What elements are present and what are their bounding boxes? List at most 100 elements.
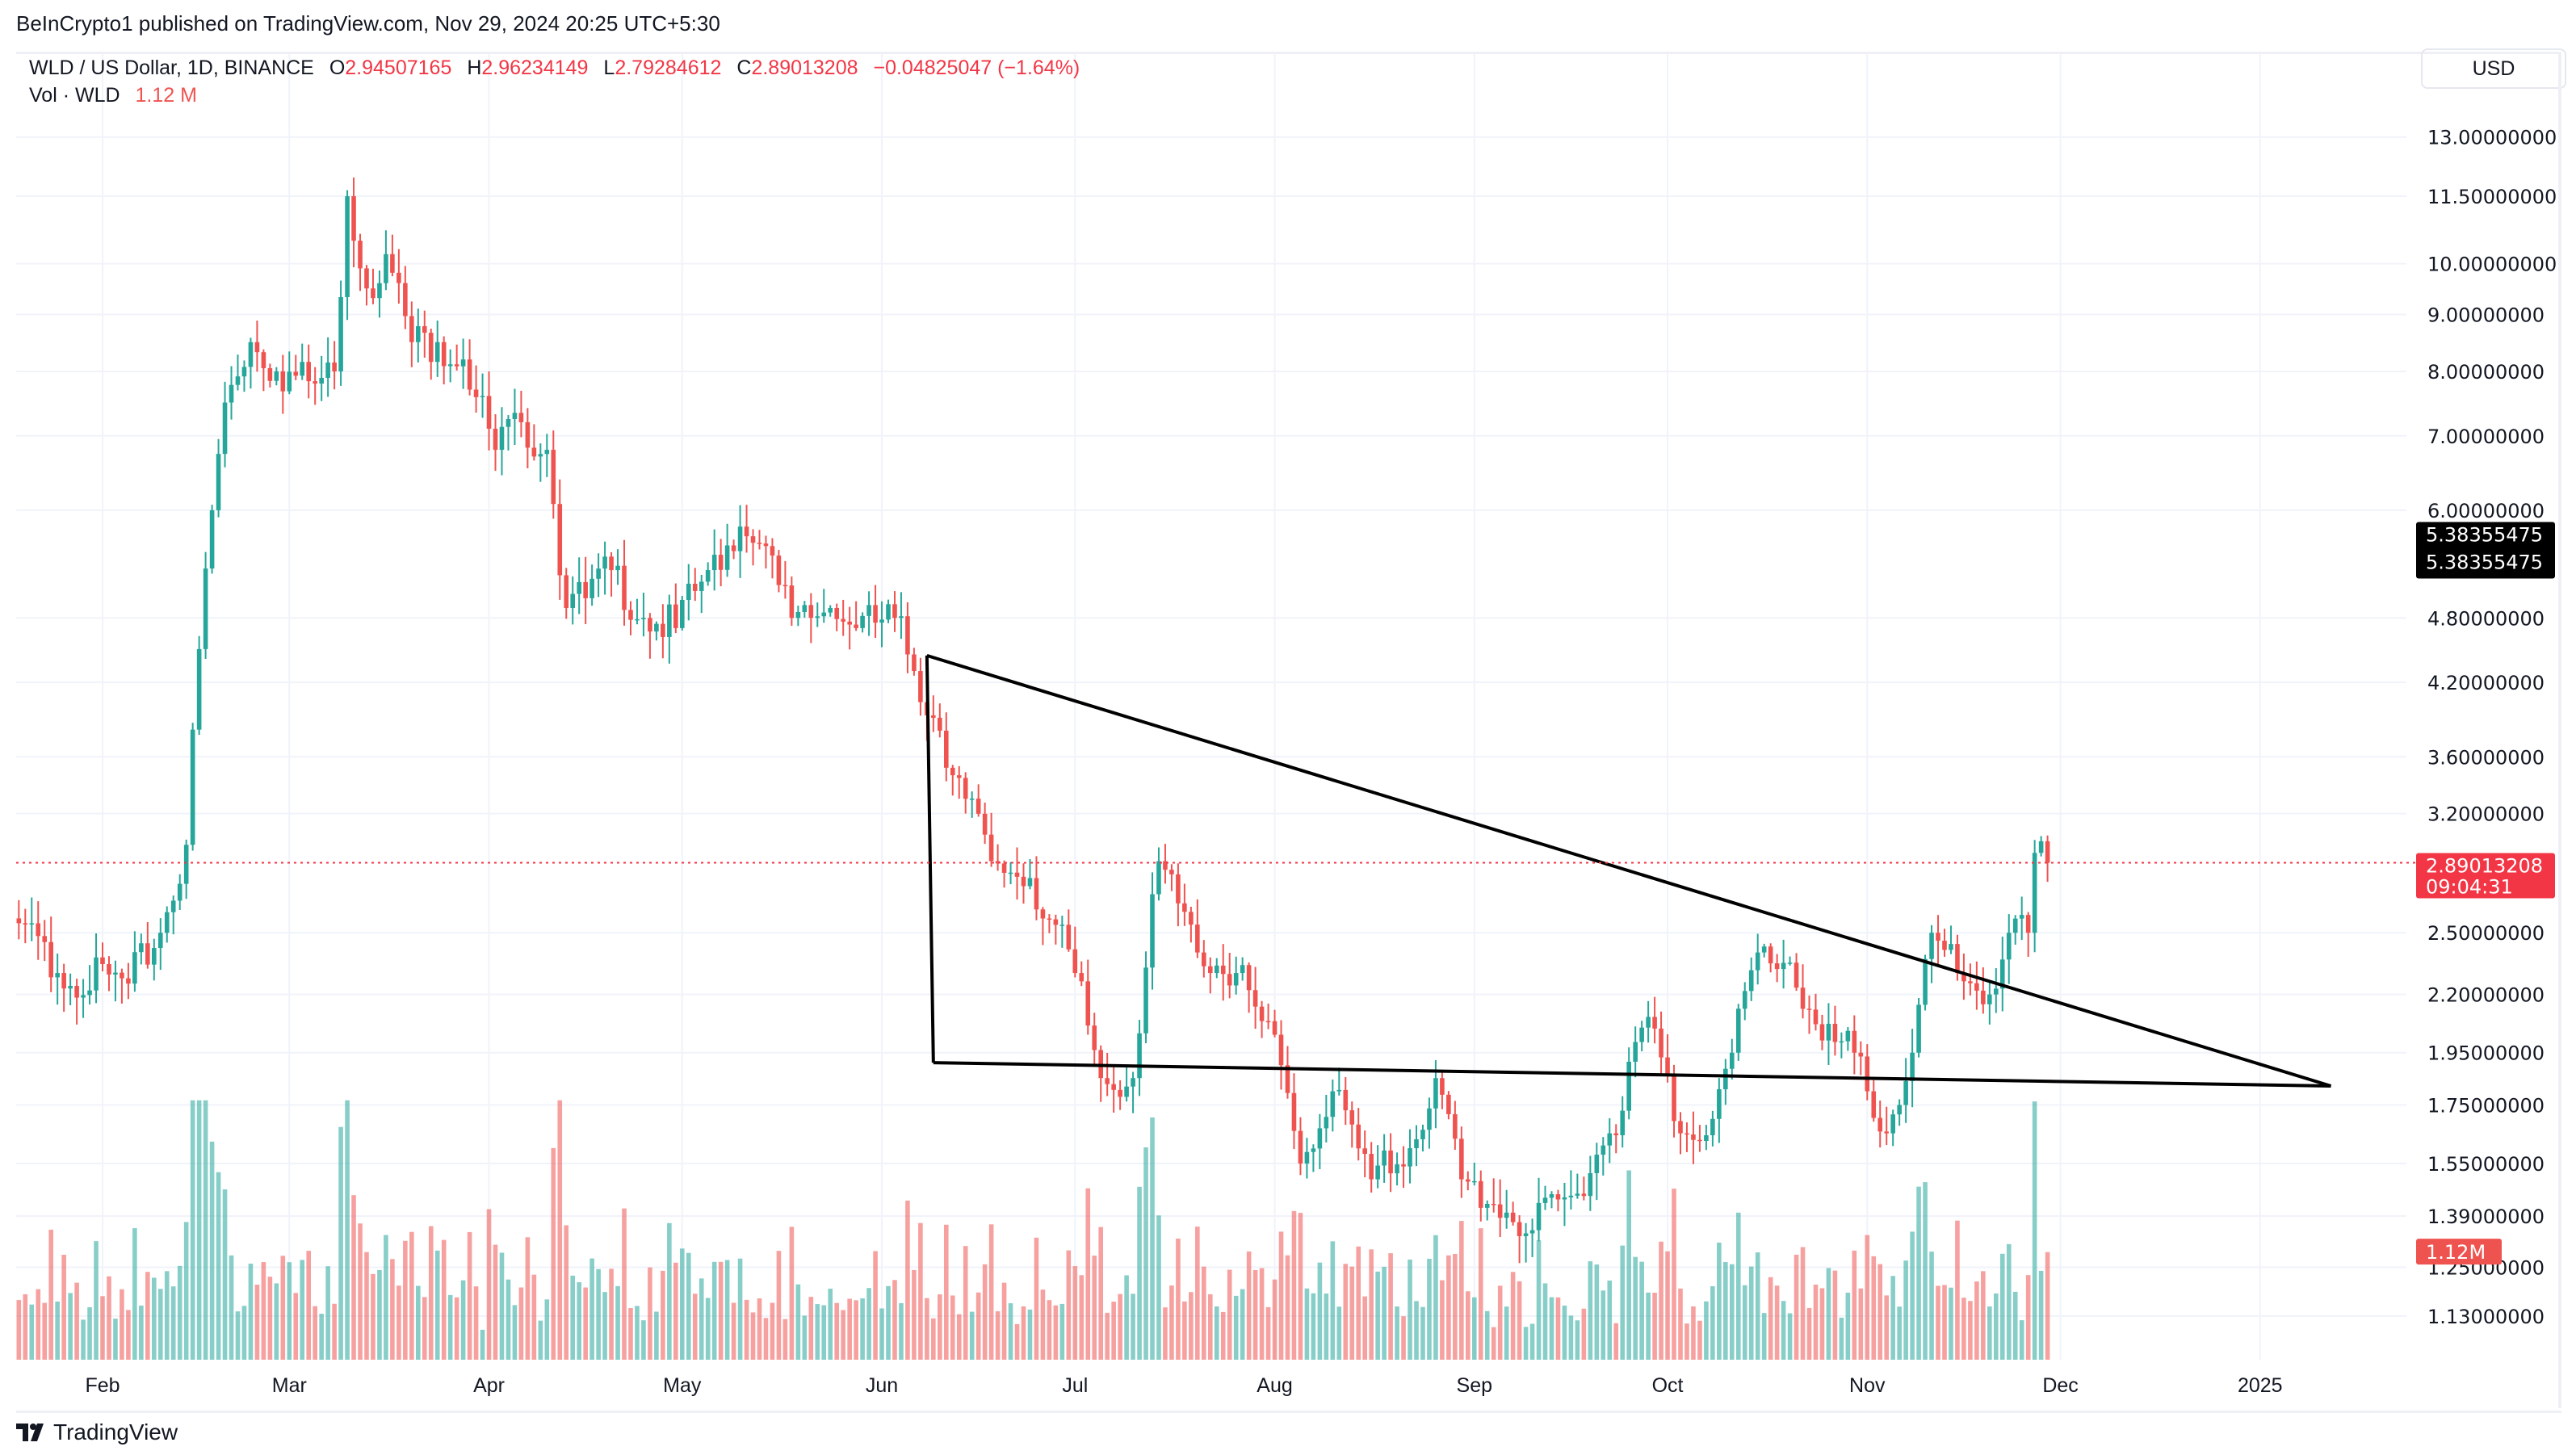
candle-up (1999, 959, 2005, 989)
candle-down (261, 352, 266, 368)
volume-bar (776, 1251, 782, 1360)
volume-bar (460, 1280, 466, 1360)
candle-down (583, 581, 588, 598)
volume-bar (1298, 1213, 1303, 1360)
volume-bar (1806, 1307, 1812, 1360)
candle-down (1581, 1193, 1587, 1197)
candle-down (1343, 1089, 1349, 1111)
price-tick-label: 6.00000000 (2427, 500, 2545, 522)
volume-bar (1304, 1288, 1310, 1360)
volume-bar (988, 1224, 994, 1360)
volume-bar (473, 1286, 479, 1360)
countdown-label: 09:04:31 (2426, 876, 2513, 899)
volume-bar (1929, 1252, 1934, 1360)
volume-bar (434, 1250, 440, 1360)
volume-bar (203, 1100, 208, 1360)
candle-down (1806, 1008, 1812, 1010)
volume-bar (1594, 1264, 1600, 1360)
candle-up (1588, 1172, 1593, 1197)
volume-bar (1124, 1275, 1129, 1360)
candle-down (1858, 1052, 1864, 1057)
volume-bar (1252, 1269, 1258, 1360)
candle-up (384, 254, 388, 283)
volume-bar (325, 1266, 330, 1360)
volume-bar (1008, 1303, 1013, 1360)
volume-bar (16, 1300, 22, 1360)
candle-up (499, 426, 505, 451)
volume-bar (1916, 1186, 1921, 1360)
candle-down (963, 778, 968, 799)
volume-bar (1710, 1285, 1715, 1360)
candle-up (615, 565, 620, 571)
candle-up (1620, 1110, 1626, 1135)
candle-down (789, 585, 795, 618)
candle-up (1910, 1052, 1915, 1081)
volume-bar (1195, 1226, 1200, 1360)
volume-bar (358, 1223, 363, 1360)
volume-bar (1871, 1256, 1877, 1360)
candle-up (345, 196, 350, 297)
volume-bar (261, 1262, 266, 1360)
volume-bar (2019, 1320, 2024, 1360)
volume-bar (596, 1268, 601, 1360)
volume-bar (711, 1261, 717, 1360)
volume-bar (1343, 1264, 1349, 1360)
volume-bar (1517, 1281, 1522, 1360)
currency-button[interactable]: USD (2421, 48, 2566, 89)
candle-down (995, 861, 1001, 864)
volume-bar (396, 1285, 401, 1360)
volume-bar (1813, 1284, 1819, 1360)
candle-up (1916, 1004, 1921, 1053)
volume-bar (1098, 1226, 1104, 1360)
candle-down (1014, 872, 1020, 877)
candle-down (48, 941, 53, 978)
candle-up (55, 973, 60, 978)
volume-bar (808, 1297, 814, 1360)
candle-down (1517, 1222, 1522, 1236)
volume-bar (912, 1269, 917, 1360)
candle-up (1897, 1105, 1902, 1115)
volume-bar (190, 1100, 195, 1360)
candle-down (1252, 990, 1258, 1007)
volume-bar (81, 1319, 86, 1360)
candle-down (74, 986, 79, 998)
volume-bar (860, 1298, 865, 1360)
last-price-tag (2416, 853, 2555, 899)
candle-down (661, 623, 665, 637)
candle-down (1794, 962, 1799, 988)
volume-bar (1388, 1253, 1393, 1360)
candle-down (1220, 965, 1226, 975)
candle-down (841, 618, 845, 622)
candle-down (441, 342, 447, 367)
volume-bar (1575, 1320, 1580, 1360)
volume-bar (107, 1276, 111, 1360)
candle-down (744, 526, 749, 537)
tradingview-logo[interactable]: TradingView (16, 1419, 178, 1445)
candle-up (216, 454, 221, 510)
candle-up (705, 570, 711, 582)
volume-bar (403, 1240, 408, 1360)
volume-bar (1446, 1255, 1451, 1360)
candle-down (1362, 1148, 1367, 1155)
volume-legend: Vol · WLD 1.12 M (29, 84, 197, 107)
volume-label[interactable]: Vol · WLD (29, 84, 120, 107)
volume-bar (1285, 1255, 1290, 1360)
volume-bar (737, 1258, 743, 1360)
time-tick-label: Apr (473, 1374, 505, 1397)
candle-down (120, 972, 124, 979)
volume-bar (1433, 1235, 1438, 1360)
volume-bar (602, 1292, 607, 1360)
candle-down (1189, 912, 1194, 925)
volume-bar (1427, 1258, 1432, 1360)
candle-up (81, 995, 86, 998)
volume-bar (1278, 1231, 1284, 1360)
marker-price-tag (2416, 522, 2555, 579)
candle-up (1781, 962, 1786, 970)
candle-up (570, 593, 576, 608)
volume-bar (564, 1225, 569, 1360)
candle-up (434, 342, 440, 363)
candle-up (512, 413, 518, 420)
candle-down (454, 364, 459, 367)
symbol-name[interactable]: WLD / US Dollar, 1D, BINANCE (29, 57, 314, 79)
